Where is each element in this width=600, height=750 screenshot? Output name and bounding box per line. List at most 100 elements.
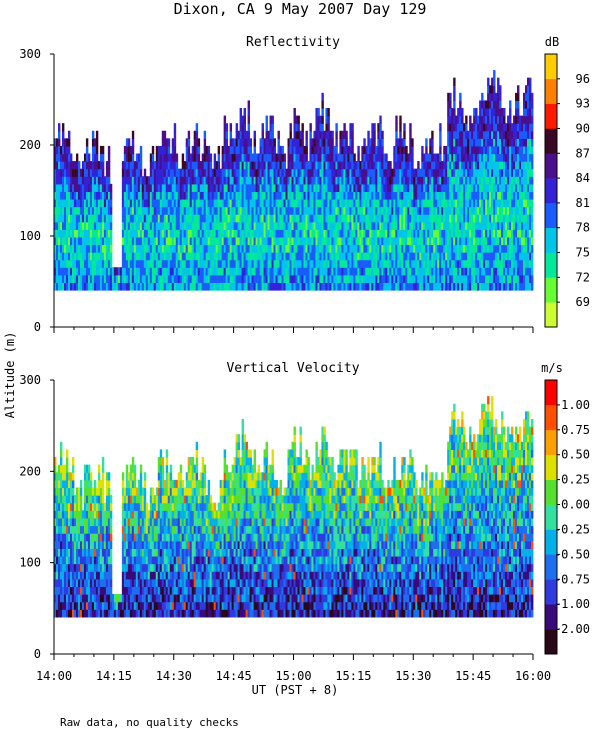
heatmap-cell (331, 244, 334, 253)
heatmap-cell (125, 244, 129, 253)
heatmap-cell (83, 244, 87, 253)
heatmap-cell (409, 229, 412, 238)
heatmap-cell (489, 259, 492, 268)
heatmap-cell (351, 191, 354, 200)
heatmap-cell (469, 130, 472, 139)
heatmap-cell (289, 252, 292, 261)
heatmap-cell (139, 229, 143, 238)
heatmap-cell (381, 252, 384, 261)
heatmap-cell (497, 77, 500, 86)
heatmap-cell (245, 130, 248, 139)
heatmap-cell (211, 252, 215, 261)
heatmap-cell (65, 145, 69, 155)
heatmap-cell (161, 206, 165, 215)
heatmap-cell (85, 168, 89, 177)
heatmap-cell (59, 601, 63, 610)
heatmap-cell (399, 244, 402, 253)
heatmap-cell (469, 183, 472, 193)
heatmap-cell (357, 221, 360, 230)
heatmap-cell (99, 214, 103, 223)
heatmap-cell (109, 244, 113, 253)
heatmap-cell (397, 229, 400, 238)
heatmap-cell (317, 282, 320, 291)
heatmap-cell (511, 199, 514, 208)
heatmap-cell (54, 594, 57, 603)
heatmap-cell (127, 236, 131, 246)
heatmap-cell (515, 267, 518, 276)
heatmap-cell (507, 252, 510, 261)
heatmap-cell (491, 115, 494, 124)
heatmap-cell (331, 282, 334, 291)
heatmap-cell (179, 206, 183, 215)
heatmap-cell (315, 282, 318, 291)
heatmap-cell (345, 138, 348, 147)
heatmap-cell (57, 274, 61, 284)
heatmap-cell (361, 252, 364, 261)
heatmap-cell (243, 214, 246, 223)
heatmap-cell (349, 267, 352, 276)
heatmap-cell (257, 191, 260, 200)
heatmap-cell (521, 236, 524, 246)
heatmap-cell (415, 214, 418, 223)
heatmap-cell (391, 274, 394, 284)
heatmap-cell (303, 168, 306, 177)
heatmap-cell (527, 199, 530, 208)
heatmap-cell (335, 229, 338, 238)
heatmap-cell (505, 199, 508, 208)
heatmap-cell (435, 176, 438, 185)
heatmap-cell (327, 259, 330, 268)
heatmap-cell (323, 145, 326, 155)
heatmap-cell (449, 100, 452, 109)
heatmap-cell (301, 206, 304, 215)
heatmap-cell (89, 244, 93, 253)
heatmap-cell (191, 183, 195, 193)
heatmap-cell (515, 115, 518, 124)
heatmap-cell (409, 274, 412, 284)
heatmap-cell (449, 130, 452, 139)
heatmap-cell (105, 267, 109, 276)
heatmap-cell (317, 145, 320, 155)
heatmap-cell (437, 274, 440, 284)
heatmap-cell (429, 259, 432, 268)
heatmap-cell (271, 161, 274, 170)
heatmap-cell (231, 206, 235, 215)
heatmap-cell (383, 176, 386, 185)
heatmap-cell (355, 236, 358, 246)
heatmap-cell (329, 244, 332, 253)
heatmap-cell (403, 145, 406, 155)
heatmap-cell (431, 199, 434, 208)
heatmap-cell (405, 274, 408, 284)
heatmap-cell (277, 176, 280, 185)
heatmap-cell (149, 191, 153, 200)
heatmap-cell (275, 183, 278, 193)
heatmap-cell (277, 130, 280, 139)
heatmap-cell (413, 206, 416, 215)
heatmap-cell (485, 267, 488, 276)
heatmap-cell (395, 252, 398, 261)
heatmap-cell (523, 244, 526, 253)
heatmap-cell (499, 221, 502, 230)
heatmap-cell (513, 191, 516, 200)
heatmap-cell (471, 168, 474, 177)
heatmap-cell (403, 252, 406, 261)
heatmap-cell (67, 274, 71, 284)
heatmap-cell (67, 168, 71, 177)
heatmap-cell (153, 259, 157, 268)
heatmap-cell (395, 259, 398, 268)
heatmap-cell (341, 191, 344, 200)
heatmap-cell (247, 206, 250, 215)
heatmap-cell (73, 183, 77, 193)
heatmap-cell (99, 168, 103, 177)
heatmap-cell (427, 176, 430, 185)
heatmap-cell (201, 183, 205, 193)
heatmap-cell (377, 214, 380, 223)
heatmap-cell (217, 252, 221, 261)
heatmap-cell (231, 259, 235, 268)
heatmap-cell (401, 153, 404, 162)
heatmap-cell (419, 176, 422, 185)
heatmap-cell (471, 153, 474, 162)
heatmap-cell (225, 123, 229, 132)
heatmap-cell (93, 282, 97, 291)
heatmap-cell (493, 229, 496, 238)
heatmap-cell (54, 464, 57, 473)
